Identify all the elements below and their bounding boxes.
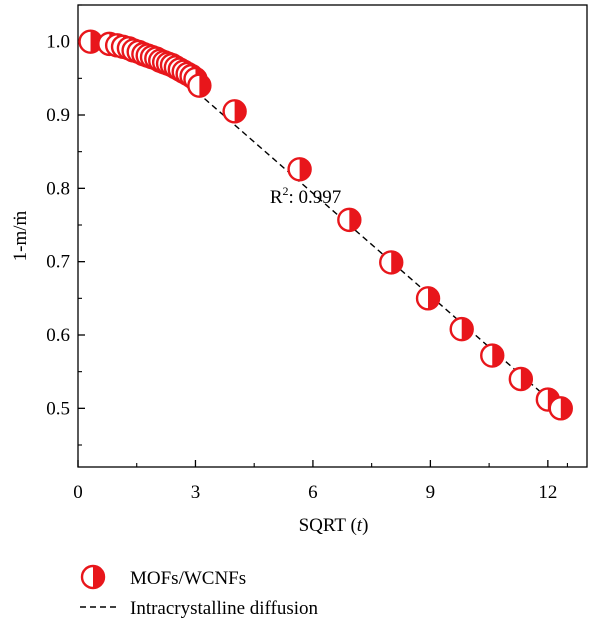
x-tick-label: 9 [426,482,436,503]
plot-area: 0 3 6 9 12 0.5 0.6 0.7 0.8 0.9 1.0 [46,4,588,503]
x-axis-label-suffix: ) [362,515,368,536]
x-axis-label-prefix: SQRT ( [299,515,357,536]
marker-fill [391,251,403,274]
y-tick-label: 0.8 [46,178,70,199]
r-squared-base: R [270,187,283,208]
y-tick-label: 0.5 [46,398,70,419]
y-tick-label: 0.9 [46,105,70,126]
marker-fill [349,208,361,231]
data-point [508,366,534,392]
data-point [287,157,312,182]
marker-fill [299,158,311,181]
legend-label-mofs: MOFs/WCNFs [130,568,246,589]
y-tick-label: 0.6 [46,325,70,346]
data-point [337,207,362,233]
x-axis-label: SQRT (t) [299,515,369,536]
x-tick-label: 0 [73,482,83,503]
r-squared-value: : 0.997 [289,187,342,208]
x-tick-label: 6 [308,482,318,503]
legend-marker-circle [80,564,106,590]
data-marks [78,29,573,421]
marker-fill [234,100,246,123]
r-squared-annotation: R2: 0.997 [270,184,341,208]
marker-fill [93,566,104,588]
marker-fill [199,74,211,97]
marker-fill [560,397,572,420]
data-point [222,99,247,124]
marker-fill [492,344,504,367]
y-axis-label: 1-m/ṁ [10,210,31,261]
x-tick-label: 3 [191,482,201,503]
legend-label-diffusion: Intracrystalline diffusion [130,598,319,619]
x-tick-label: 12 [538,482,557,503]
legend: MOFs/WCNFs Intracrystalline diffusion [80,564,319,619]
marker-fill [428,287,440,310]
data-point [415,286,441,311]
data-point [187,73,212,98]
data-point [480,343,505,368]
data-point [548,396,573,421]
data-point [379,250,404,275]
r-squared-superscript: 2 [283,184,289,198]
marker-fill [520,368,532,390]
data-point [449,316,474,342]
legend-marker-mofs [80,564,106,590]
plot-frame [77,4,588,468]
x-axis-label-variable: t [357,515,363,536]
y-tick-label: 0.7 [46,252,70,273]
marker-fill [461,318,473,341]
y-tick-label: 1.0 [46,32,70,53]
